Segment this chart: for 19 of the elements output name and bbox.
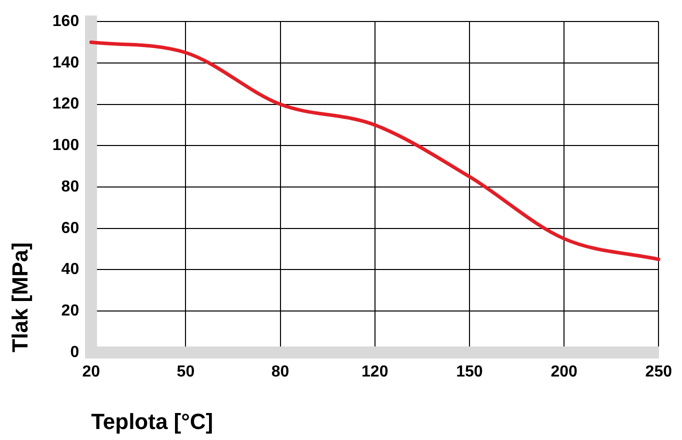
- y-tick-label: 80: [61, 178, 80, 196]
- y-tick-label: 120: [52, 96, 80, 113]
- y-tick-label: 140: [52, 54, 80, 72]
- y-tick-label: 100: [52, 137, 80, 154]
- x-tick-label: 200: [550, 363, 578, 380]
- x-tick-label: 150: [456, 363, 483, 380]
- x-tick-label: 120: [362, 363, 388, 380]
- y-tick-label: 160: [52, 13, 80, 30]
- y-tick-label: 20: [61, 302, 80, 320]
- y-tick-label: 0: [70, 344, 80, 361]
- x-tick-label: 80: [271, 363, 290, 380]
- y-tick-label: 60: [61, 220, 80, 237]
- y-tick-label: 40: [61, 261, 80, 278]
- x-tick-label: 50: [176, 363, 195, 380]
- line-series: [89, 40, 660, 262]
- x-tick-label: 20: [82, 363, 100, 380]
- y-axis-title: Tlak [MPa]: [7, 242, 32, 352]
- x-tick-label: 250: [645, 363, 672, 380]
- x-axis-title: Teplota [°C]: [91, 408, 214, 434]
